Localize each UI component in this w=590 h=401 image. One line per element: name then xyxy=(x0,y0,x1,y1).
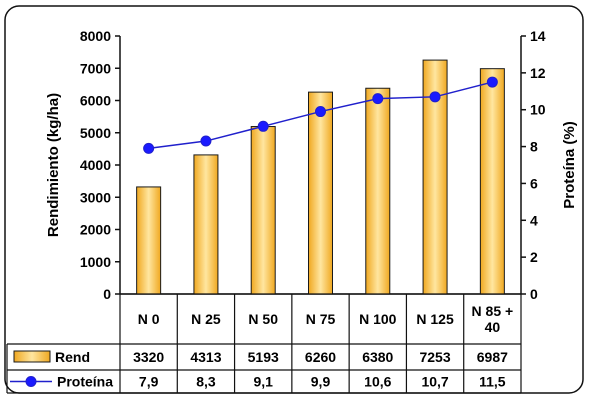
x-category-label: N 50 xyxy=(248,311,278,327)
bar-rend xyxy=(308,91,333,295)
table-value-proteina: 10,7 xyxy=(421,374,448,390)
bar-rend xyxy=(193,154,219,295)
x-category-label: N 125 xyxy=(416,311,454,327)
point-proteina xyxy=(429,91,441,103)
y2-tick-label: 0 xyxy=(530,286,538,302)
legend-marker-proteina xyxy=(25,376,37,387)
y2-axis-title: Proteína (%) xyxy=(561,121,578,209)
y-tick-label: 1000 xyxy=(80,254,111,270)
point-proteina xyxy=(486,76,498,88)
x-category-label: N 100 xyxy=(359,311,397,327)
x-category-label: N 25 xyxy=(191,311,221,327)
table-value-proteina: 9,9 xyxy=(311,374,331,390)
table-value-rend: 6987 xyxy=(477,349,508,365)
table-value-rend: 4313 xyxy=(190,349,221,365)
bar-rend xyxy=(365,87,391,295)
table-value-proteina: 7,9 xyxy=(139,374,159,390)
point-proteina xyxy=(200,135,212,147)
y-tick-label: 4000 xyxy=(80,157,111,173)
y2-tick-label: 14 xyxy=(530,28,546,44)
legend-label-proteina: Proteína xyxy=(57,374,113,390)
x-category-label: 40 xyxy=(485,319,501,335)
bar-rend xyxy=(479,68,505,295)
y-axis-title: Rendimiento (kg/ha) xyxy=(45,93,62,237)
y2-tick-label: 12 xyxy=(530,65,546,81)
y2-tick-label: 2 xyxy=(530,249,538,265)
y2-tick-label: 4 xyxy=(530,212,538,228)
y-tick-label: 2000 xyxy=(80,222,111,238)
table-value-proteina: 9,1 xyxy=(253,374,273,390)
y-tick-label: 8000 xyxy=(80,28,111,44)
point-proteina xyxy=(315,106,326,118)
table-value-proteina: 8,3 xyxy=(196,374,216,390)
point-proteina xyxy=(372,93,384,105)
table-value-proteina: 10,6 xyxy=(364,374,391,390)
x-category-label: N 85 + xyxy=(472,303,514,319)
table-value-proteina: 11,5 xyxy=(479,374,506,390)
legend-label-rend: Rend xyxy=(55,349,90,365)
y-tick-label: 3000 xyxy=(80,189,111,205)
y-tick-label: 6000 xyxy=(80,93,111,109)
table-value-rend: 6380 xyxy=(362,349,393,365)
point-proteina xyxy=(143,142,155,154)
table-value-rend: 5193 xyxy=(248,349,279,365)
point-proteina xyxy=(257,120,269,132)
bar-rend xyxy=(136,186,162,295)
y-tick-label: 0 xyxy=(103,286,111,302)
table-value-rend: 6260 xyxy=(305,349,336,365)
table-value-rend: 7253 xyxy=(419,349,450,365)
y2-tick-label: 8 xyxy=(530,139,538,155)
y-tick-label: 5000 xyxy=(80,125,111,141)
y2-tick-label: 6 xyxy=(530,175,538,191)
y-tick-label: 7000 xyxy=(80,60,111,76)
y2-tick-label: 10 xyxy=(530,102,546,118)
bar-rend xyxy=(250,126,276,295)
x-category-label: N 0 xyxy=(138,311,160,327)
x-category-label: N 75 xyxy=(306,311,336,327)
table-value-rend: 3320 xyxy=(133,349,164,365)
legend-swatch-rend xyxy=(13,350,51,363)
